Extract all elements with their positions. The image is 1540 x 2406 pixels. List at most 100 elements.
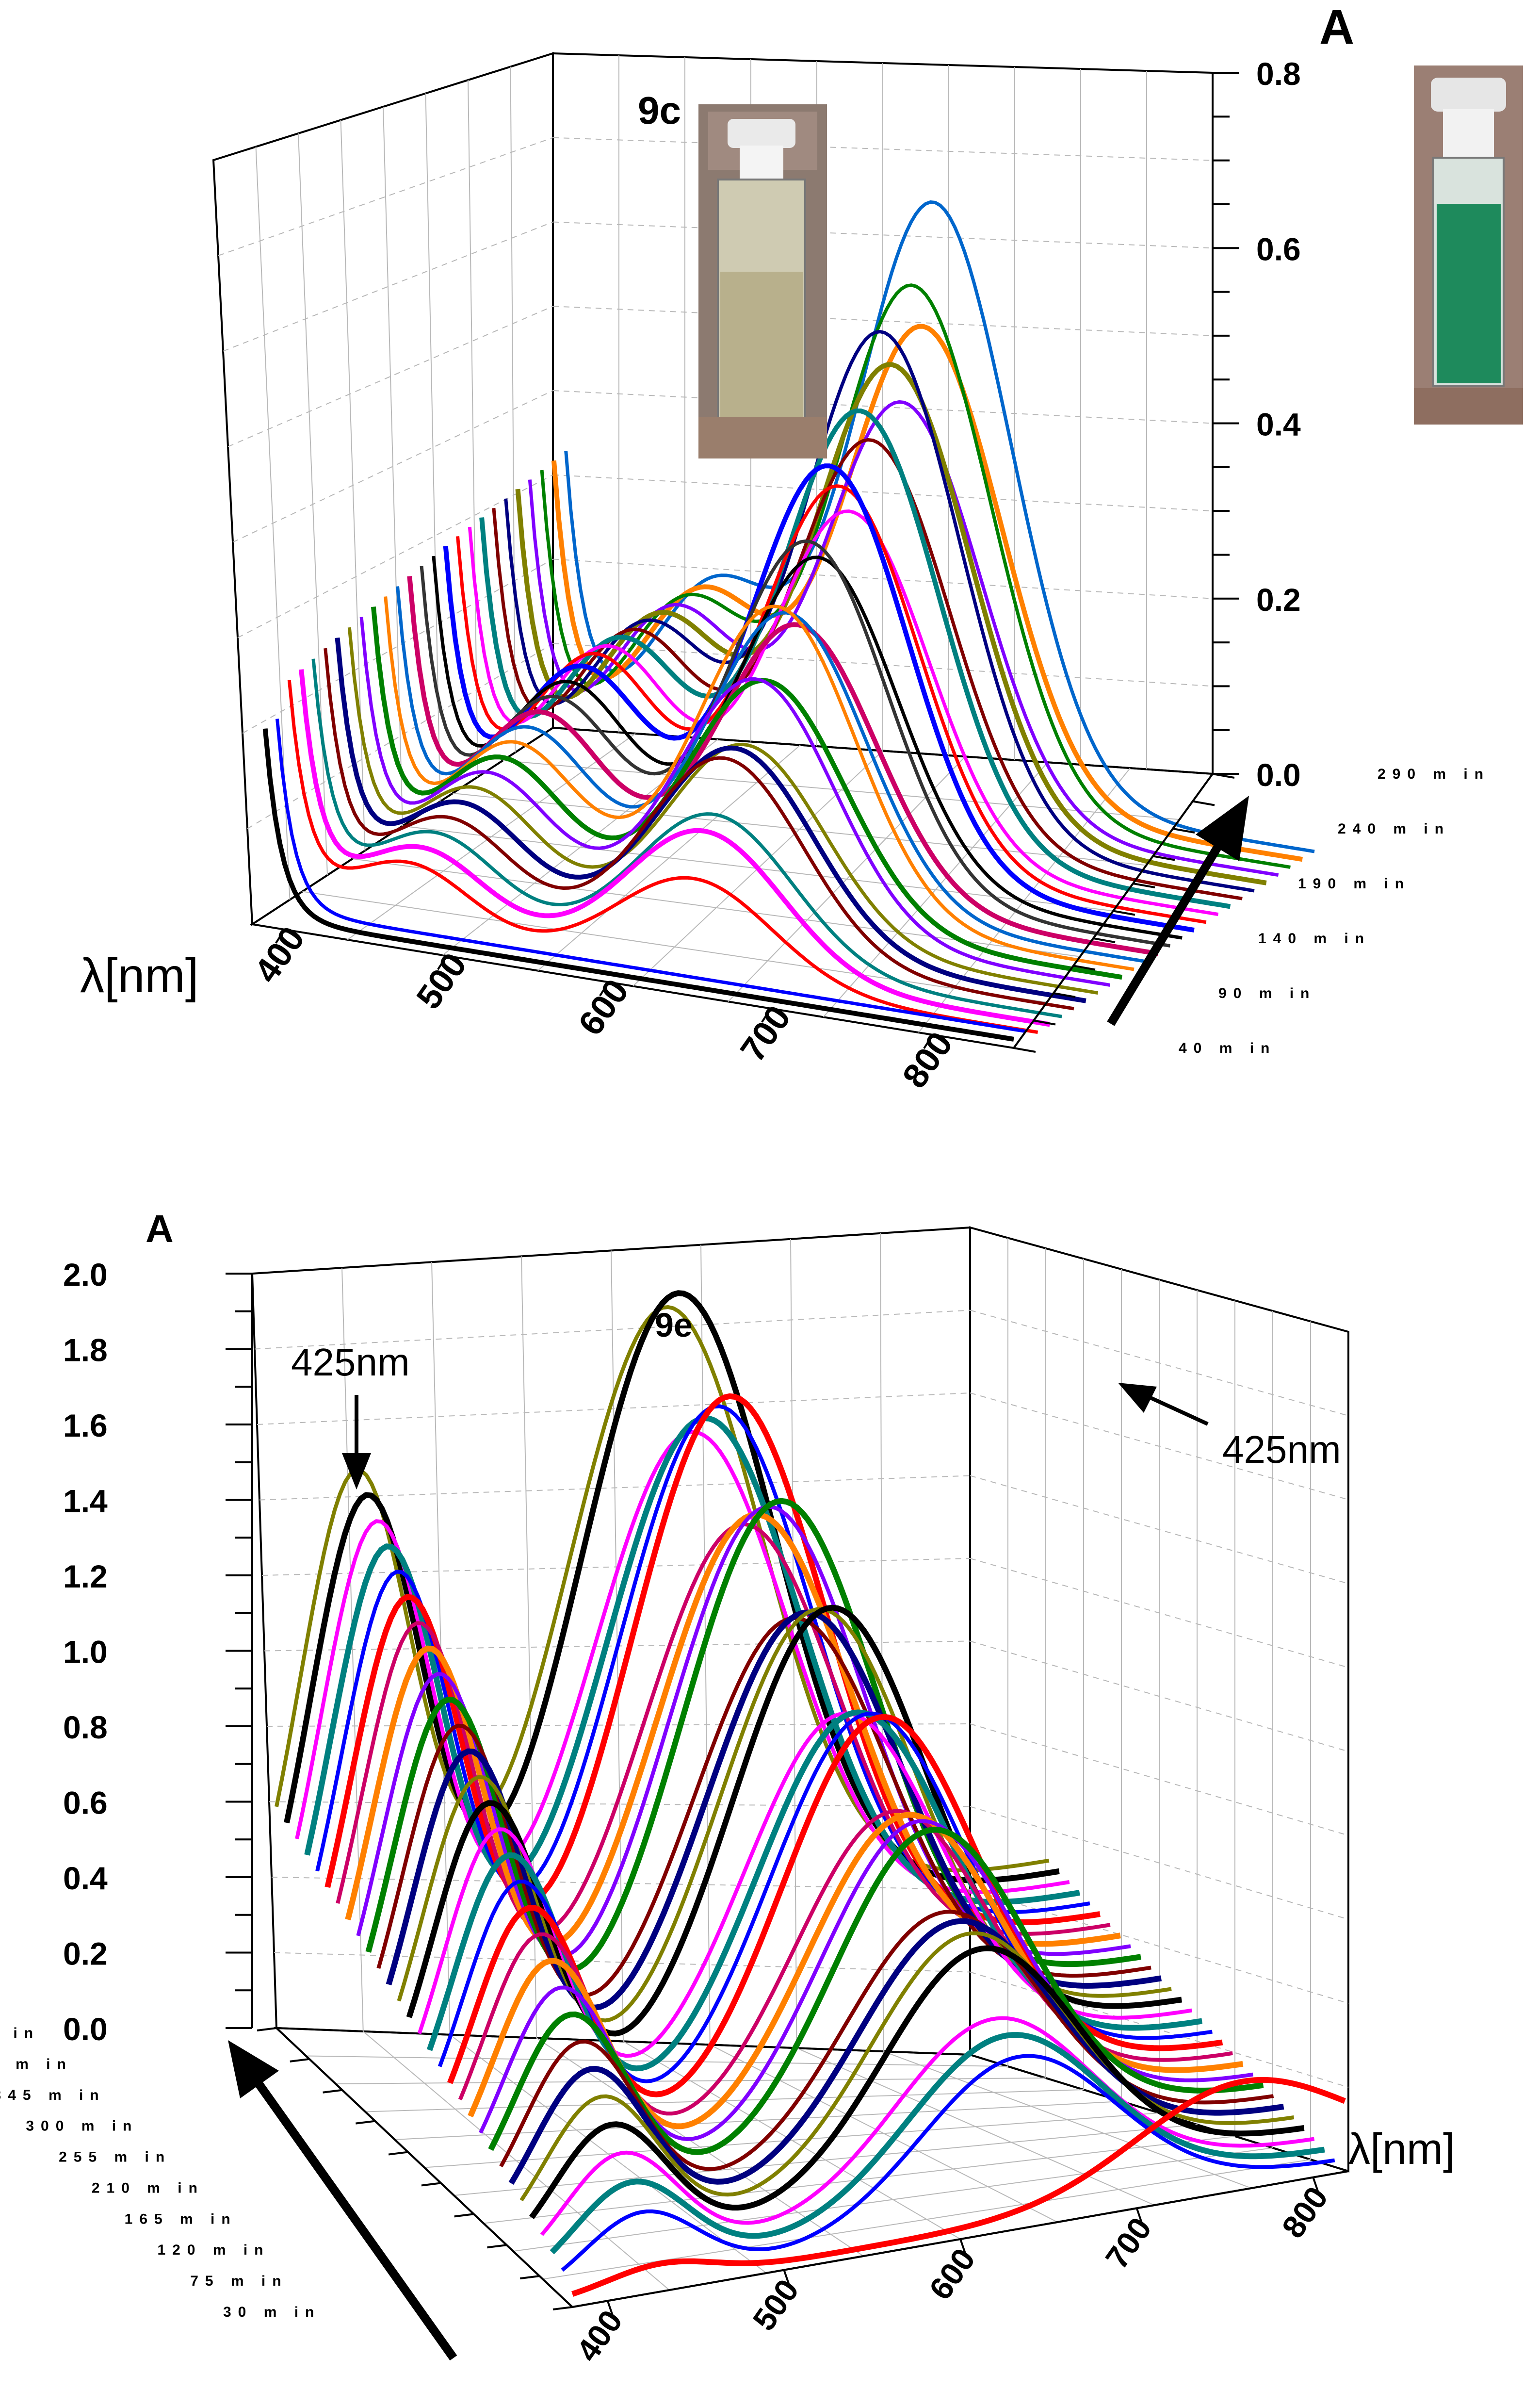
series-line-9c xyxy=(359,617,1110,987)
cuvette-green-image xyxy=(1414,65,1523,425)
x-tick-9c xyxy=(599,982,610,997)
chart-9c-x-label: λ[nm] xyxy=(80,949,198,1003)
gridline-right-horizontal xyxy=(970,1723,1349,1836)
time-tick-label-9e: 300 m in xyxy=(26,2118,138,2134)
time-axis-9e xyxy=(276,2027,573,2308)
gridline-right-horizontal xyxy=(970,1640,1349,1752)
series-line-9e xyxy=(499,1910,1274,2171)
series-line-9c xyxy=(396,586,1147,964)
gridline-floor xyxy=(335,2078,1046,2084)
z-tick-label-9c: 0.8 xyxy=(1256,56,1301,92)
gridline-right-horizontal xyxy=(970,1971,1349,2088)
gridline-back-horizontal xyxy=(552,643,1213,687)
x-tick-9e xyxy=(1312,2177,1320,2195)
x-tick-9e xyxy=(1135,2208,1144,2226)
series-line-9e xyxy=(488,1827,1264,2155)
gridline-floor xyxy=(453,793,1147,866)
series-line-9c xyxy=(262,728,1014,1042)
gridline-left-horizontal xyxy=(227,306,553,447)
time-tick-9e xyxy=(421,2182,441,2187)
time-tick-label-9e: 75 m in xyxy=(190,2273,288,2289)
time-tick-label-9c: 290 m in xyxy=(1378,766,1490,782)
gridline-right-horizontal xyxy=(970,1889,1349,2004)
series-line-9c xyxy=(443,463,1195,933)
gridline-back-horizontal xyxy=(274,1952,971,1973)
series-line-9e xyxy=(571,2077,1346,2297)
time-tick-9c xyxy=(1152,855,1175,861)
time-tick-9c xyxy=(1033,1019,1056,1026)
z-tick-label-9e: 1.6 xyxy=(63,1408,108,1443)
gridline-right-horizontal xyxy=(970,1392,1349,1500)
time-tick-9e xyxy=(356,2120,375,2125)
z-tick-label-9e: 1.4 xyxy=(63,1483,108,1519)
time-tick-9e xyxy=(388,2151,408,2156)
x-tick-label-9e: 500 xyxy=(746,2273,806,2337)
series-line-9c xyxy=(276,719,1026,1033)
gridline-back-horizontal xyxy=(254,1309,971,1350)
time-tick-9c xyxy=(1172,828,1195,834)
series-line-9c xyxy=(324,648,1074,1011)
chart-9e-series-group xyxy=(275,1290,1346,2297)
z-tick-label-9c: 0.4 xyxy=(1256,407,1301,442)
time-tick-label-9c: 190 m in xyxy=(1298,876,1410,892)
x-tick-9c xyxy=(275,929,286,944)
time-tick-label-9e: 255 m in xyxy=(59,2149,171,2165)
x-tick-label-9e: 600 xyxy=(922,2242,982,2306)
gridline-left-horizontal xyxy=(237,474,553,638)
gridline-floor xyxy=(503,760,1180,820)
x-tick-label-9c: 700 xyxy=(733,998,798,1068)
time-tick-label-9c: 40 m in xyxy=(1179,1040,1276,1056)
z-tick-label-9e: 0.4 xyxy=(63,1860,108,1896)
gridline-back-horizontal xyxy=(552,306,1213,336)
time-tick-label-9e: 390 m in xyxy=(0,2056,73,2072)
time-tick-label-9e: 30 m in xyxy=(223,2304,321,2320)
series-line-9c xyxy=(432,556,1183,940)
series-line-9c xyxy=(299,669,1051,1027)
z-tick-label-9e: 1.0 xyxy=(63,1634,108,1670)
x-tick-label-9c: 500 xyxy=(409,946,474,1016)
gridline-right-horizontal xyxy=(970,1806,1349,1920)
x-tick-9e xyxy=(783,2269,791,2288)
series-line-9e xyxy=(550,2032,1325,2255)
z-tick-label-9e: 0.6 xyxy=(63,1785,108,1821)
time-tick-9e xyxy=(552,2306,573,2310)
time-tick-9c xyxy=(1212,773,1235,779)
time-tick-9e xyxy=(519,2275,540,2280)
time-tick-9c xyxy=(1053,992,1076,998)
chart-9e-title: 9e xyxy=(655,1306,693,1344)
time-tick-label-9e: 435 m in xyxy=(0,2025,40,2041)
z-tick-label-9e: 2.0 xyxy=(63,1257,108,1293)
time-tick-label-9e: 165 m in xyxy=(125,2211,237,2227)
series-line-9c xyxy=(371,606,1122,980)
time-tick-label-9e: 345 m in xyxy=(0,2087,106,2103)
z-tick-label-9e: 0.2 xyxy=(63,1936,108,1972)
gridline-right-horizontal xyxy=(970,1475,1349,1584)
gridline-back-horizontal xyxy=(552,137,1213,161)
x-tick-label-9e: 800 xyxy=(1275,2180,1335,2244)
chart-9c-title: 9c xyxy=(638,89,681,132)
gridline-back-horizontal xyxy=(552,474,1213,512)
gridline-right-horizontal xyxy=(970,1309,1349,1416)
gridline-back-horizontal xyxy=(261,1558,971,1576)
annotation-arrow-right xyxy=(1118,1383,1209,1426)
time-tick-9e xyxy=(323,2089,342,2094)
z-tick-label-9e: 1.2 xyxy=(63,1558,108,1594)
series-line-9c xyxy=(384,596,1135,971)
gridline-left-vertical xyxy=(468,80,478,777)
series-line-9c xyxy=(287,680,1038,1034)
time-tick-9c xyxy=(1073,965,1096,971)
x-tick-9c xyxy=(923,1034,934,1049)
time-tick-9c xyxy=(1013,1047,1036,1053)
gridline-floor xyxy=(513,2147,1273,2252)
series-line-9c xyxy=(479,409,1231,909)
series-line-9e xyxy=(561,2054,1335,2272)
series-line-9e xyxy=(508,1918,1284,2185)
cuvette-yellow-image xyxy=(698,104,827,458)
gridline-back-horizontal xyxy=(552,558,1213,599)
series-line-9c xyxy=(492,438,1243,900)
time-tick-9e xyxy=(257,2027,277,2031)
gridline-floor xyxy=(454,2124,1198,2196)
annotation-425nm-right: 425nm xyxy=(1222,1428,1341,1471)
series-line-9c xyxy=(504,330,1255,893)
